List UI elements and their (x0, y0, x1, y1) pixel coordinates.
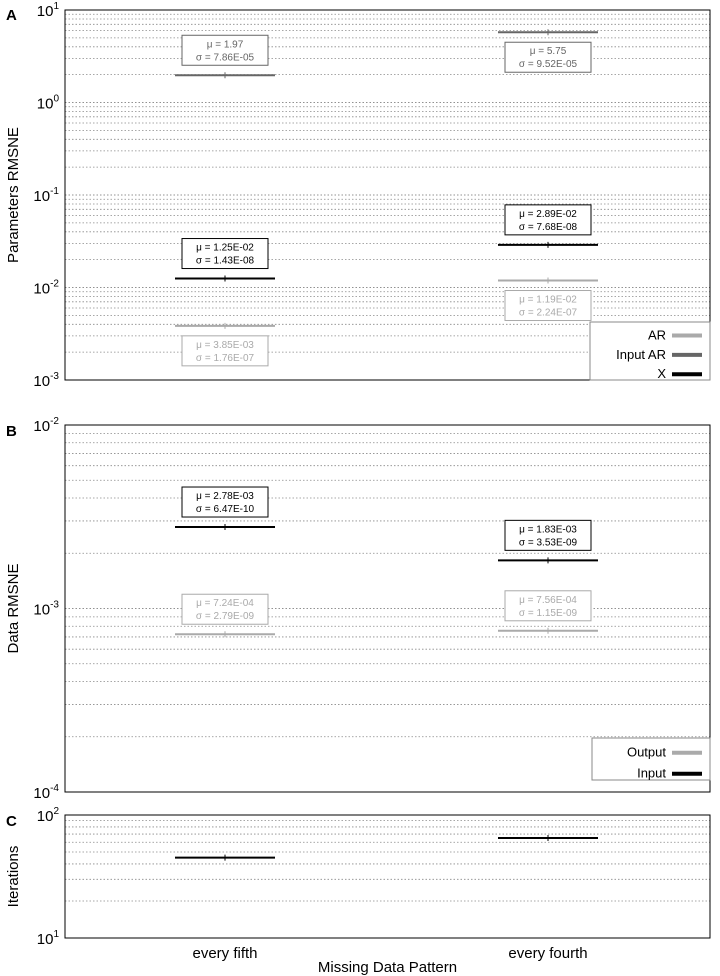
annotation-mu: μ = 1.97 (207, 39, 244, 50)
y-axis-label: Parameters RMSNE (5, 127, 22, 263)
annotation-frame (504, 590, 592, 622)
annotation-sigma: σ = 1.43E-08 (196, 256, 255, 267)
annotation-sigma: σ = 1.76E-07 (196, 353, 255, 364)
panel-letter: C (6, 813, 17, 830)
annotation-mu: μ = 5.75 (530, 46, 567, 57)
annotation-frame (504, 41, 592, 73)
annotation-frame (181, 34, 269, 66)
annotation-mu: μ = 7.56E-04 (519, 595, 577, 606)
annotation-sigma: σ = 2.24E-07 (519, 308, 578, 319)
legend-label: X (657, 366, 666, 381)
annotation-mu: μ = 1.83E-03 (519, 524, 577, 535)
annotation-mu: μ = 2.78E-03 (196, 491, 254, 502)
legend-label: Output (627, 745, 666, 760)
annotation-frame (181, 486, 269, 518)
annotation-box: μ = 1.19E-02 σ = 2.24E-07 (504, 290, 592, 322)
legend-frame (589, 321, 711, 381)
y-tick-label: 101 (37, 1, 60, 20)
y-tick-label: 10-2 (33, 416, 59, 435)
annotation-box: μ = 1.83E-03 σ = 3.53E-09 (504, 519, 592, 551)
annotation-frame (181, 335, 269, 367)
annotation-sigma: σ = 7.68E-08 (519, 222, 578, 233)
annotation-frame (181, 593, 269, 625)
y-tick-label: 100 (37, 94, 60, 113)
x-tick-label: every fourth (508, 945, 587, 962)
y-tick-label: 10-3 (33, 371, 59, 390)
annotation-frame (504, 204, 592, 236)
annotation-sigma: σ = 3.53E-09 (519, 537, 578, 548)
panel-letter: B (6, 423, 17, 440)
annotation-box: μ = 1.25E-02 σ = 1.43E-08 (181, 238, 269, 270)
annotation-frame (504, 290, 592, 322)
annotation-box: μ = 1.97 σ = 7.86E-05 (181, 34, 269, 66)
annotation-sigma: σ = 7.86E-05 (196, 52, 255, 63)
annotation-sigma: σ = 2.79E-09 (196, 611, 255, 622)
annotation-box: μ = 7.56E-04 σ = 1.15E-09 (504, 590, 592, 622)
annotation-mu: μ = 1.19E-02 (519, 295, 577, 306)
annotation-box: μ = 2.78E-03 σ = 6.47E-10 (181, 486, 269, 518)
annotation-frame (504, 519, 592, 551)
legend-label: Input (637, 766, 666, 781)
annotation-mu: μ = 7.24E-04 (196, 598, 254, 609)
annotation-box: μ = 5.75 σ = 9.52E-05 (504, 41, 592, 73)
legend-label: AR (648, 328, 666, 343)
y-axis-label: Iterations (5, 846, 22, 908)
legend: Output Input (591, 737, 711, 781)
y-tick-label: 102 (37, 806, 60, 825)
panel-b: 10-2 10-3 10-4 Data RMSNE Bμ = 7.24E-04 σ = 2… (5, 416, 711, 802)
y-tick-label: 101 (37, 929, 60, 948)
plot-frame (64, 424, 711, 793)
y-tick-label: 10-4 (33, 783, 59, 802)
annotation-box: μ = 3.85E-03 σ = 1.76E-07 (181, 335, 269, 367)
legend-label: Input AR (616, 347, 666, 362)
y-tick-label: 10-1 (33, 186, 59, 205)
annotation-mu: μ = 3.85E-03 (196, 340, 254, 351)
x-axis-label: Missing Data Pattern (318, 959, 457, 976)
annotation-sigma: σ = 9.52E-05 (519, 59, 578, 70)
annotation-sigma: σ = 6.47E-10 (196, 504, 255, 515)
annotation-mu: μ = 1.25E-02 (196, 243, 254, 254)
panel-a: 101 100 10-1 10-2 10-3 Parameters RMSNE Aμ = 3… (5, 1, 711, 390)
annotation-box: μ = 2.89E-02 σ = 7.68E-08 (504, 204, 592, 236)
annotation-frame (181, 238, 269, 270)
x-tick-label: every fifth (192, 945, 257, 962)
y-tick-label: 10-3 (33, 600, 59, 619)
annotation-box: μ = 7.24E-04 σ = 2.79E-09 (181, 593, 269, 625)
plot-frame (64, 9, 711, 381)
panel-letter: A (6, 7, 17, 24)
annotation-mu: μ = 2.89E-02 (519, 209, 577, 220)
plot-frame (64, 814, 711, 939)
annotation-sigma: σ = 1.15E-09 (519, 608, 578, 619)
legend: AR Input AR X (589, 321, 711, 381)
y-tick-label: 10-2 (33, 279, 59, 298)
y-axis-label: Data RMSNE (5, 563, 22, 653)
